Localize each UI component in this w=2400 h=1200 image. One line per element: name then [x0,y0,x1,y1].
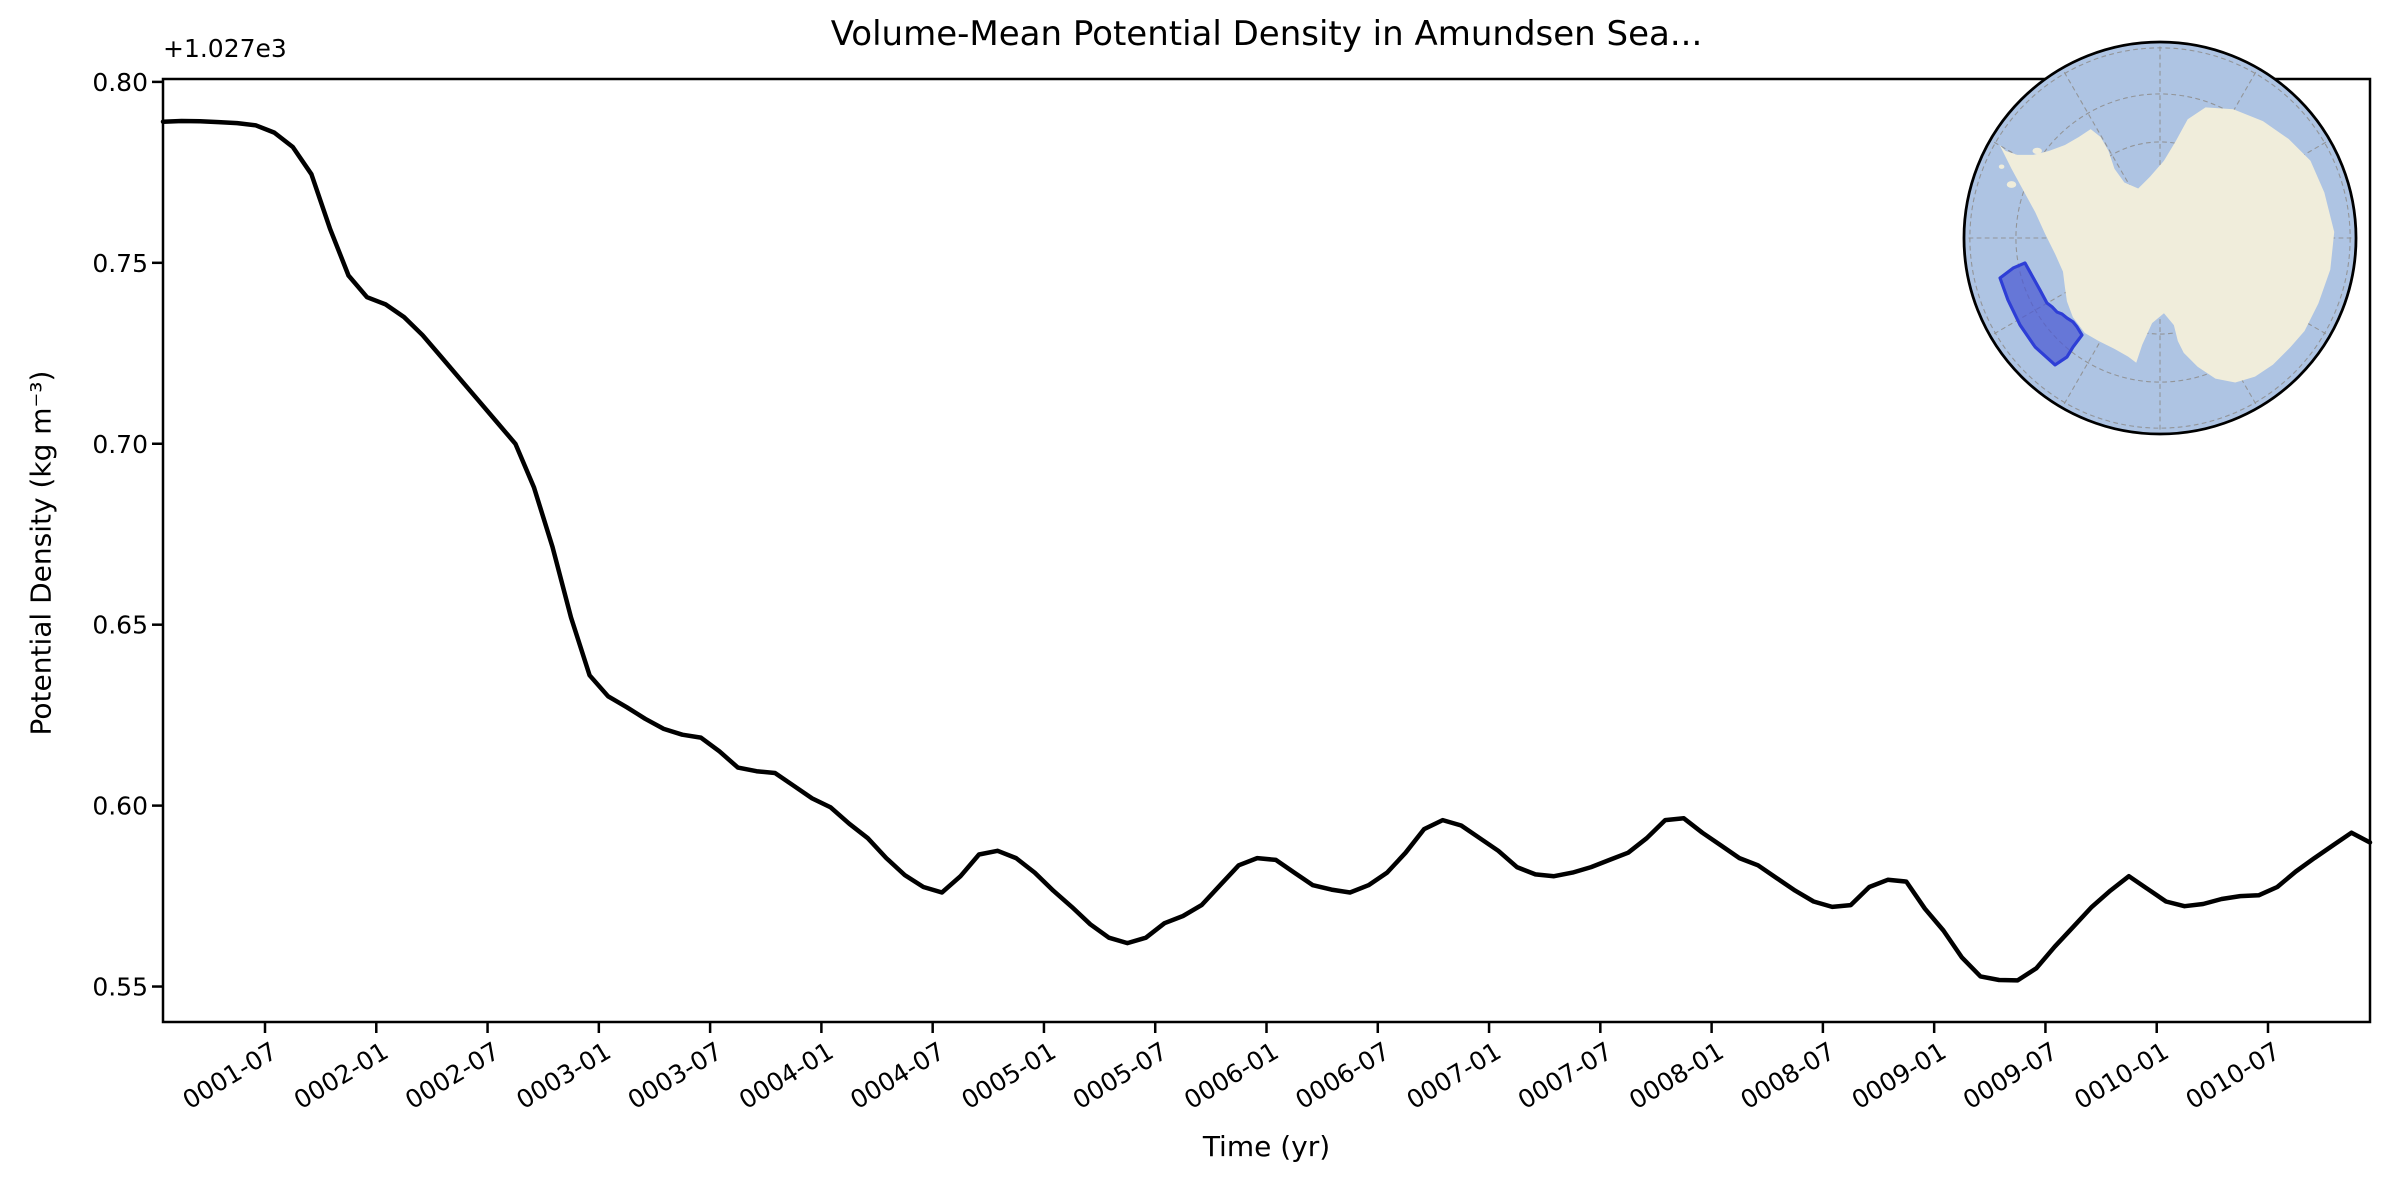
x-tick-label: 0003-07 [623,1036,727,1115]
y-axis-label: Potential Density (kg m⁻³) [24,370,58,736]
y-tick-label: 0.55 [92,973,148,1002]
y-tick-label: 0.80 [92,68,148,97]
x-tick-label: 0006-01 [1179,1036,1283,1115]
x-tick-label: 0007-01 [1402,1036,1506,1115]
density-line [160,118,2373,983]
x-tick-label: 0004-01 [734,1036,838,1115]
x-tick-label: 0009-01 [1847,1036,1951,1115]
y-axis-offset-text: +1.027e3 [163,34,287,63]
island [2006,181,2017,188]
island [2032,147,2042,155]
amundsen-sea-region-highlight [1998,261,2084,367]
tick-marks [152,80,2270,1033]
x-tick-label: 0008-01 [1624,1036,1728,1115]
island [2019,165,2028,172]
x-tick-label: 0006-07 [1290,1036,1394,1115]
island [1998,164,2005,169]
y-tick-label: 0.70 [92,430,148,459]
x-tick-label: 0010-01 [2069,1036,2173,1115]
map-circular-border [1962,40,2358,436]
x-tick-label: 0008-07 [1735,1036,1839,1115]
y-tick-label: 0.60 [92,792,148,821]
x-tick-label: 0009-07 [1958,1036,2062,1115]
x-tick-label: 0003-01 [511,1036,615,1115]
x-tick-label: 0002-01 [289,1036,393,1115]
x-tick-label: 0005-01 [957,1036,1061,1115]
y-tick-label: 0.65 [92,611,148,640]
antarctica-mainland [1999,107,2335,383]
antarctica-landmass [1998,107,2335,383]
antarctica-inset-map [1962,40,2358,436]
x-axis-label: Time (yr) [1202,1130,1331,1163]
x-tick-label: 0002-07 [400,1036,504,1115]
x-tick-label: 0005-07 [1068,1036,1172,1115]
x-tick-label: 0001-07 [178,1036,282,1115]
plot-title: Volume-Mean Potential Density in Amundse… [830,14,1703,54]
x-tick-label: 0007-07 [1513,1036,1617,1115]
x-tick-label: 0004-07 [845,1036,949,1115]
y-tick-label: 0.75 [92,249,148,278]
x-tick-label: 0010-07 [2181,1036,2285,1115]
